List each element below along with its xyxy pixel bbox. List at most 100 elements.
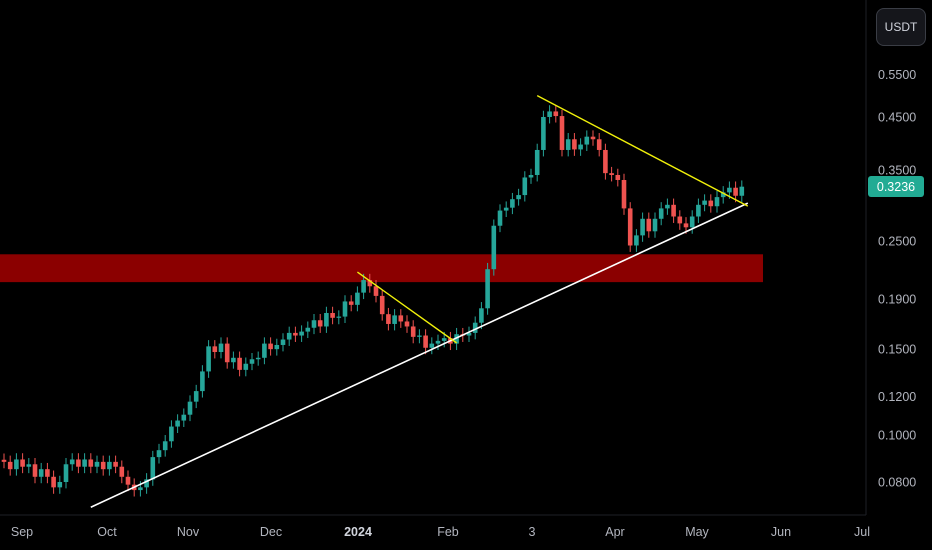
candle-body	[88, 459, 94, 467]
candle-body	[107, 461, 112, 470]
candle-body	[119, 466, 125, 477]
time-axis-label: 3	[529, 525, 536, 539]
price-axis-label: 0.3500	[878, 164, 916, 178]
candle-body	[187, 401, 193, 415]
candle-body	[590, 136, 596, 140]
candle-body	[578, 144, 583, 150]
candle-body	[516, 195, 521, 200]
candle-body	[14, 459, 19, 470]
candle-body	[51, 476, 56, 488]
time-axis-label: Jul	[854, 525, 870, 539]
candle-body	[293, 332, 298, 336]
candle-body	[547, 111, 552, 117]
price-axis-labels[interactable]: 0.5500 0.4500 0.3500 0.2500 0.1900 0.1500 0.12…	[878, 68, 916, 489]
candle-body	[237, 357, 242, 370]
candle-body	[299, 331, 304, 336]
candle-body	[206, 346, 211, 372]
time-axis-label: Apr	[605, 525, 624, 539]
candle-body	[255, 357, 261, 360]
time-axis-labels[interactable]: Sep Oct Nov Dec 2024 Feb 3 Apr May Jun Jul	[11, 525, 870, 539]
time-axis-label: Nov	[177, 525, 200, 539]
candle-body	[243, 363, 249, 370]
price-axis-label: 0.1500	[878, 343, 916, 357]
candle-body	[652, 218, 658, 232]
candle-body	[720, 192, 726, 198]
candle-body	[696, 204, 701, 217]
last-price-tag: 0.3236	[868, 176, 924, 197]
candle-body	[646, 218, 652, 232]
candle-body	[479, 308, 484, 323]
candle-body	[45, 469, 50, 477]
candle-body	[231, 357, 236, 363]
candle-body	[348, 301, 354, 305]
candle-body	[466, 332, 472, 336]
candle-body	[671, 204, 676, 217]
candle-body	[497, 210, 503, 226]
candle-body	[286, 332, 292, 340]
candle-body	[162, 441, 168, 451]
time-axis-label: Sep	[11, 525, 33, 539]
candle-body	[510, 199, 515, 208]
candle-body	[311, 320, 317, 328]
candle-body	[94, 461, 100, 467]
candle-body	[305, 327, 311, 332]
candle-body	[262, 343, 267, 358]
candle-body	[249, 359, 255, 364]
candles-layer	[1, 105, 745, 497]
trendline-descending-resistance[interactable]	[536, 94, 749, 207]
candle-body	[634, 235, 639, 246]
candle-body	[69, 459, 75, 465]
candle-body	[336, 316, 342, 318]
candle-body	[212, 346, 218, 352]
candle-body	[32, 464, 38, 477]
candle-body	[404, 321, 410, 327]
candle-body	[367, 280, 373, 287]
candle-body	[181, 414, 187, 421]
candle-body	[144, 479, 149, 488]
time-axis-label: May	[685, 525, 709, 539]
candle-body	[63, 464, 69, 482]
support-resistance-zone[interactable]	[0, 254, 763, 283]
price-axis-label: 0.1000	[878, 428, 916, 442]
candle-body	[615, 174, 621, 180]
candle-body	[429, 343, 435, 348]
time-axis-label: Dec	[260, 525, 282, 539]
time-axis-label: 2024	[344, 525, 372, 539]
candle-body	[435, 340, 441, 344]
candle-body	[373, 286, 379, 296]
candle-body	[584, 136, 590, 145]
candle-body	[38, 469, 44, 477]
candle-body	[609, 173, 614, 175]
trendline-dec-pullback[interactable]	[356, 271, 458, 344]
candle-body	[342, 301, 348, 317]
candle-body	[76, 459, 81, 467]
candle-body	[565, 139, 571, 150]
candle-body	[82, 459, 87, 467]
candle-body	[503, 207, 509, 211]
price-axis-label: 0.2500	[878, 235, 916, 249]
candle-body	[113, 461, 118, 467]
candle-body	[193, 391, 199, 402]
candle-body	[665, 204, 670, 209]
candle-body	[20, 459, 25, 467]
candle-body	[324, 312, 329, 327]
candle-body	[553, 111, 559, 117]
candle-body	[733, 187, 738, 196]
price-axis-label: 0.4500	[878, 111, 916, 125]
candle-body	[423, 335, 428, 348]
candle-body	[169, 426, 174, 442]
candle-body	[534, 149, 540, 175]
candle-body	[683, 223, 689, 228]
candle-body	[689, 216, 695, 228]
candle-body	[727, 187, 732, 193]
currency-button[interactable]: USDT	[876, 8, 926, 46]
candle-body	[472, 322, 478, 333]
candle-body	[200, 371, 205, 392]
candle-body	[559, 116, 565, 150]
candle-body	[640, 218, 645, 236]
candle-body	[26, 464, 32, 467]
candle-body	[485, 269, 490, 309]
trendline-rising-support[interactable]	[90, 202, 749, 508]
candle-body	[621, 179, 627, 209]
